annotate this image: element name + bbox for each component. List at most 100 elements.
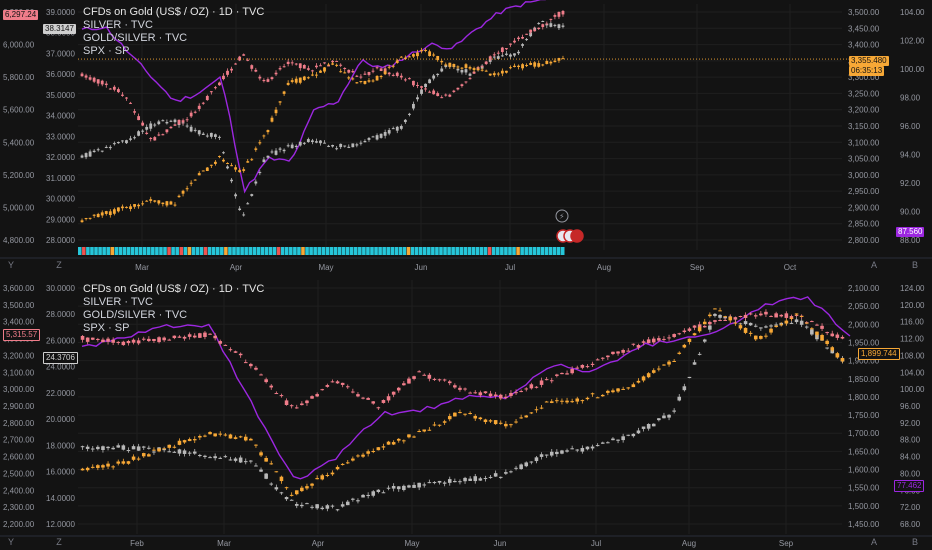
- ratio-candle[interactable]: [315, 394, 319, 397]
- spx-line[interactable]: [81, 0, 570, 194]
- ratio-candle[interactable]: [88, 77, 92, 80]
- ratio-candle[interactable]: [682, 330, 687, 333]
- gold-candle[interactable]: [402, 440, 406, 442]
- ratio-candle[interactable]: [692, 325, 697, 328]
- silver-candle[interactable]: [427, 482, 432, 484]
- ratio-candle[interactable]: [488, 393, 493, 397]
- silver-candle[interactable]: [407, 485, 411, 488]
- silver-candle[interactable]: [300, 504, 304, 507]
- ratio-candle[interactable]: [274, 393, 279, 395]
- gold-candle[interactable]: [509, 424, 513, 426]
- legend-gold[interactable]: CFDs on Gold (US$ / OZ) · 1D · TVC: [83, 283, 265, 295]
- gold-candle[interactable]: [513, 65, 516, 67]
- gold-candle[interactable]: [830, 347, 835, 351]
- ratio-candle[interactable]: [672, 334, 676, 337]
- ratio-candle[interactable]: [376, 407, 381, 409]
- silver-candle[interactable]: [407, 113, 411, 115]
- silver-candle[interactable]: [343, 145, 347, 147]
- ratio-candle[interactable]: [580, 364, 585, 368]
- silver-candle[interactable]: [246, 203, 250, 205]
- gold-candle[interactable]: [432, 424, 437, 426]
- silver-candle[interactable]: [213, 134, 217, 137]
- ratio-candle[interactable]: [305, 400, 309, 404]
- silver-candle[interactable]: [131, 446, 136, 450]
- gold-candle[interactable]: [662, 364, 666, 366]
- ratio-candle[interactable]: [432, 90, 436, 95]
- gold-candle[interactable]: [359, 80, 363, 82]
- gold-candle[interactable]: [774, 325, 778, 328]
- ratio-candle[interactable]: [677, 333, 682, 335]
- silver-candle[interactable]: [544, 454, 549, 456]
- silver-candle[interactable]: [182, 450, 187, 454]
- silver-candle[interactable]: [125, 140, 128, 144]
- silver-candle[interactable]: [213, 456, 217, 459]
- ratio-candle[interactable]: [708, 321, 712, 325]
- gold-candle[interactable]: [197, 173, 201, 176]
- ratio-candle[interactable]: [529, 384, 534, 389]
- silver-candle[interactable]: [205, 135, 209, 137]
- gold-candle[interactable]: [274, 109, 278, 114]
- silver-candle[interactable]: [141, 446, 146, 448]
- gold-candle[interactable]: [339, 71, 343, 73]
- ratio-candle[interactable]: [302, 64, 306, 69]
- silver-candle[interactable]: [254, 465, 258, 467]
- ratio-candle[interactable]: [537, 27, 541, 30]
- gold-candle[interactable]: [233, 437, 238, 439]
- silver-candle[interactable]: [748, 322, 753, 326]
- silver-candle[interactable]: [269, 483, 274, 485]
- gold-candle[interactable]: [331, 63, 335, 65]
- ratio-candle[interactable]: [152, 338, 156, 342]
- silver-candle[interactable]: [274, 150, 278, 155]
- silver-candle[interactable]: [133, 137, 136, 139]
- silver-candle[interactable]: [412, 103, 415, 109]
- ratio-candle[interactable]: [436, 93, 440, 97]
- silver-candle[interactable]: [101, 446, 105, 450]
- silver-candle[interactable]: [764, 326, 768, 328]
- gold-candle[interactable]: [381, 446, 386, 448]
- silver-candle[interactable]: [456, 68, 460, 71]
- silver-candle[interactable]: [825, 347, 829, 349]
- ratio-candle[interactable]: [169, 126, 173, 129]
- gold-candle[interactable]: [208, 432, 212, 435]
- gold-candle[interactable]: [347, 77, 351, 79]
- silver-candle[interactable]: [361, 494, 365, 498]
- gold-candle[interactable]: [100, 212, 104, 216]
- ratio-candle[interactable]: [238, 56, 242, 61]
- silver-candle[interactable]: [152, 451, 156, 453]
- ratio-candle[interactable]: [509, 392, 513, 396]
- ratio-candle[interactable]: [453, 385, 457, 388]
- ratio-candle[interactable]: [646, 339, 651, 344]
- ratio-candle[interactable]: [92, 77, 96, 82]
- silver-candle[interactable]: [570, 448, 574, 450]
- gold-candle[interactable]: [517, 65, 520, 67]
- gold-candle[interactable]: [284, 487, 289, 489]
- silver-candle[interactable]: [259, 469, 263, 472]
- ratio-candle[interactable]: [262, 79, 266, 82]
- ratio-candle[interactable]: [448, 94, 452, 97]
- silver-candle[interactable]: [395, 126, 399, 131]
- gold-candle[interactable]: [723, 316, 727, 318]
- gold-candle[interactable]: [534, 409, 539, 411]
- ratio-candle[interactable]: [201, 102, 205, 104]
- gold-candle[interactable]: [580, 400, 585, 402]
- ratio-candle[interactable]: [391, 391, 396, 395]
- silver-candle[interactable]: [96, 446, 100, 450]
- gold-candle[interactable]: [201, 170, 205, 172]
- silver-candle[interactable]: [201, 133, 205, 135]
- ratio-candle[interactable]: [442, 379, 447, 381]
- gold-candle[interactable]: [789, 317, 794, 319]
- gold-candle[interactable]: [116, 207, 120, 212]
- gold-candle[interactable]: [682, 344, 687, 348]
- ratio-candle[interactable]: [367, 71, 371, 75]
- silver-candle[interactable]: [335, 509, 340, 511]
- ratio-candle[interactable]: [585, 366, 590, 368]
- gold-candle[interactable]: [452, 64, 456, 67]
- ratio-candle[interactable]: [84, 75, 88, 78]
- silver-candle[interactable]: [270, 151, 274, 153]
- silver-candle[interactable]: [483, 478, 488, 480]
- gold-candle[interactable]: [529, 62, 533, 65]
- ratio-candle[interactable]: [172, 335, 177, 339]
- silver-candle[interactable]: [129, 138, 132, 140]
- ratio-candle[interactable]: [294, 407, 299, 409]
- silver-candle[interactable]: [436, 73, 440, 75]
